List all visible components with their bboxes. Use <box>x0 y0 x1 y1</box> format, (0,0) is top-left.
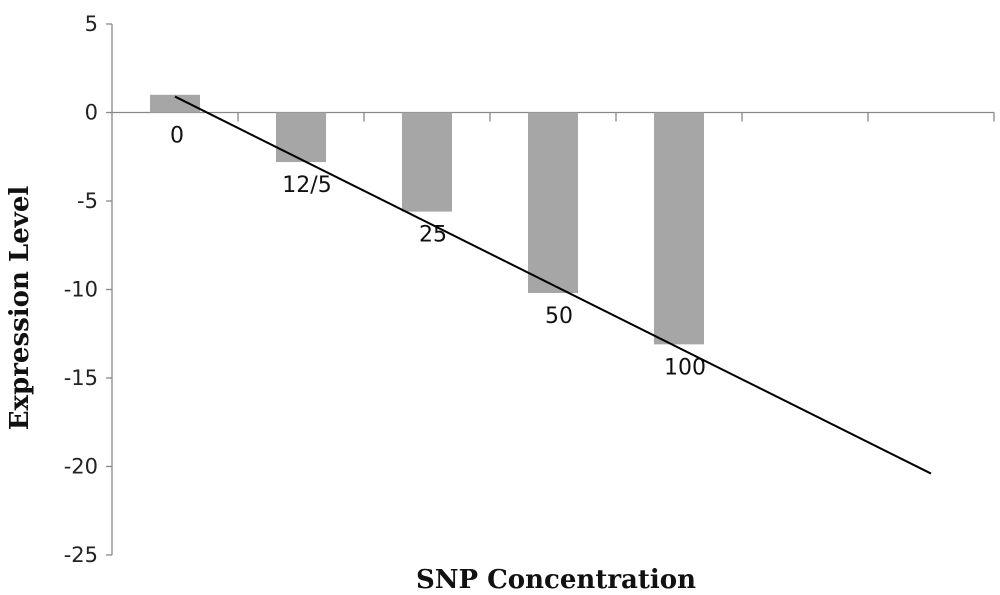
bar <box>150 94 200 113</box>
category-label: 0 <box>170 124 184 149</box>
bar <box>654 112 704 345</box>
bar <box>402 112 452 212</box>
y-tick-label: 0 <box>85 101 98 125</box>
y-tick-label: -20 <box>64 455 98 479</box>
y-axis: 5 0 -5 -10 -15 -20 -25 <box>64 12 113 567</box>
y-tick-label: -25 <box>64 543 98 567</box>
y-tick-label: -10 <box>64 278 98 302</box>
bar <box>276 112 326 163</box>
y-tick-label: -15 <box>64 366 98 390</box>
category-label: 100 <box>664 355 706 380</box>
y-axis-title: Expression Level <box>5 186 35 431</box>
bar-series <box>150 94 704 345</box>
y-tick-label: -5 <box>77 189 98 213</box>
bar <box>528 112 578 294</box>
y-tick-label: 5 <box>85 12 98 36</box>
category-label: 12/5 <box>282 173 331 198</box>
x-axis-title: SNP Concentration <box>416 565 696 595</box>
category-label: 25 <box>419 223 447 248</box>
trendline <box>174 95 932 475</box>
category-labels: 0 12/5 25 50 100 <box>170 124 706 381</box>
category-label: 50 <box>545 304 573 329</box>
